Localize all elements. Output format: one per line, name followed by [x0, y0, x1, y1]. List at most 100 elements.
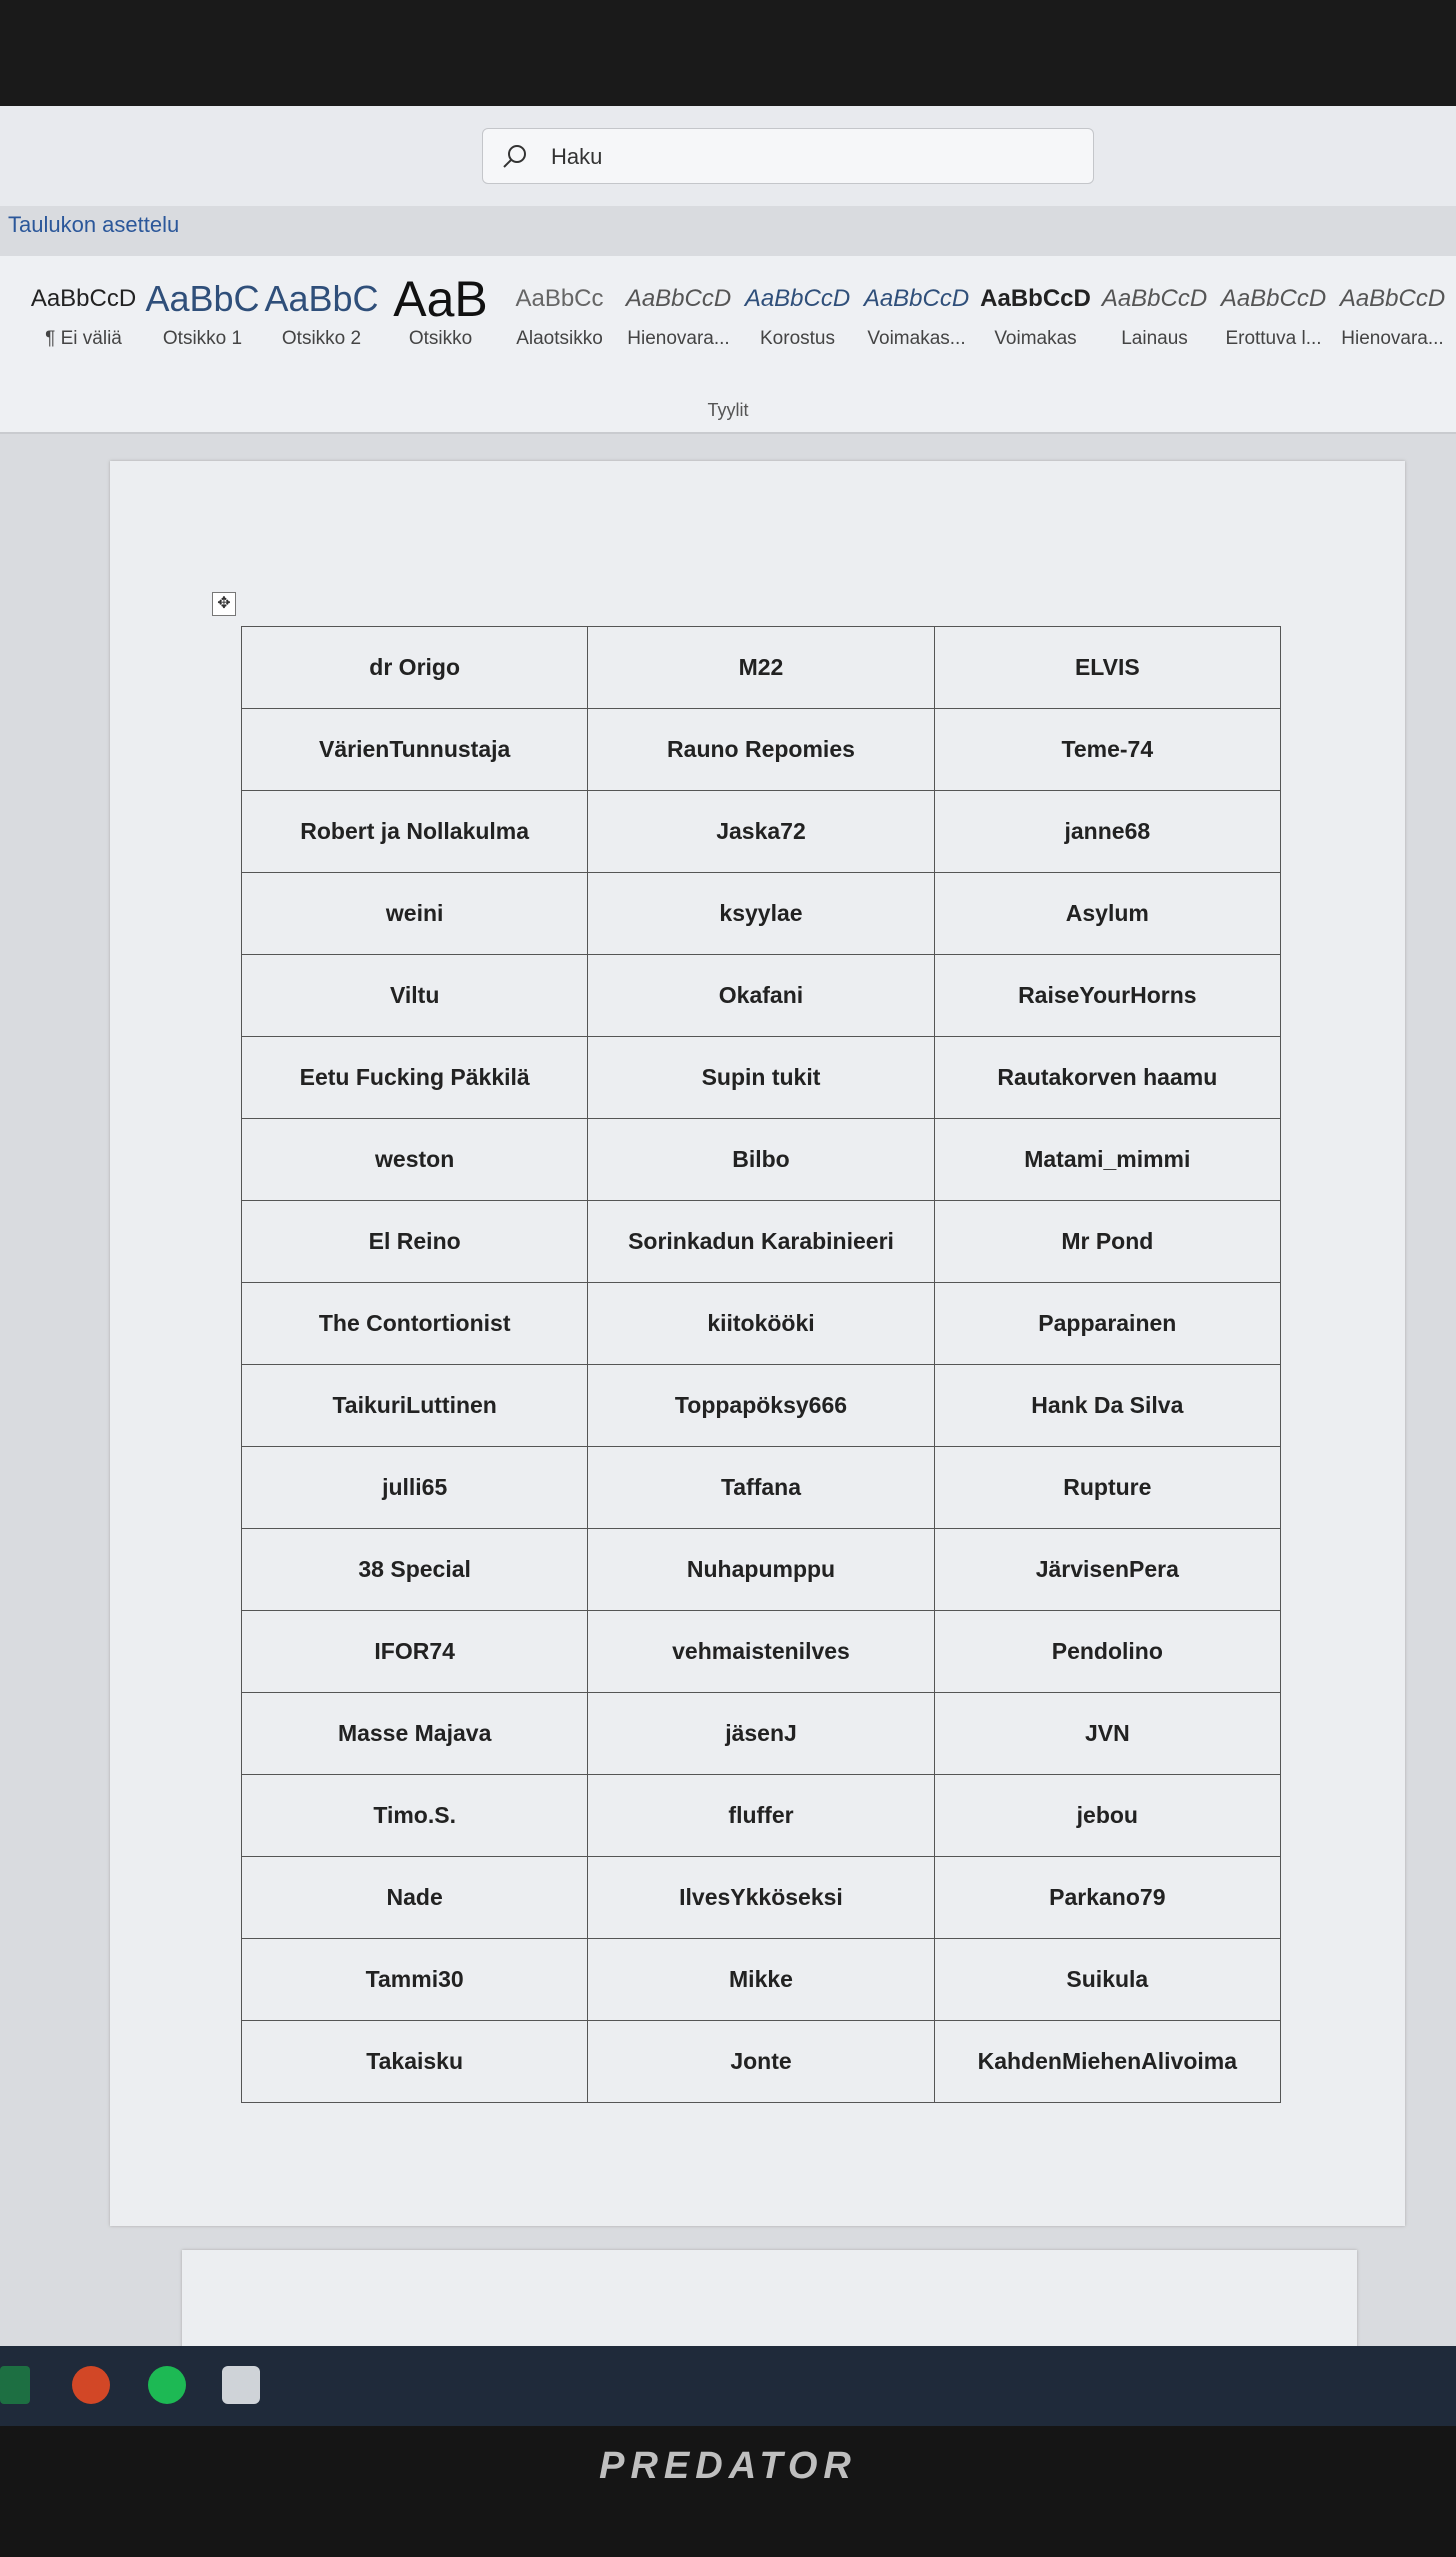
style-item[interactable]: AaBbCcD Voimakas: [976, 270, 1095, 380]
table-cell[interactable]: Rautakorven haamu: [933, 1036, 1282, 1119]
style-item[interactable]: AaBbC Otsikko 1: [143, 270, 262, 380]
style-item[interactable]: AaBbCcD Korostus: [738, 270, 857, 380]
style-item[interactable]: AaBbC Otsikko 2: [262, 270, 381, 380]
table-cell[interactable]: 38 Special: [240, 1528, 589, 1611]
table-cell[interactable]: janne68: [933, 790, 1282, 873]
table-cell[interactable]: RaiseYourHorns: [933, 954, 1282, 1037]
table-cell[interactable]: JVN: [933, 1692, 1282, 1775]
spotify-icon[interactable]: [148, 2366, 186, 2404]
table-cell[interactable]: Asylum: [933, 872, 1282, 955]
table-cell[interactable]: Mikke: [587, 1938, 935, 2021]
table-row: Takaisku Jonte KahdenMiehenAlivoima: [240, 2020, 1282, 2103]
table-cell[interactable]: JärvisenPera: [933, 1528, 1282, 1611]
table-cell[interactable]: ELVIS: [933, 626, 1282, 709]
table-cell[interactable]: ksyylae: [587, 872, 935, 955]
style-name: Lainaus: [1121, 328, 1188, 349]
table-cell[interactable]: Pendolino: [933, 1610, 1282, 1693]
style-preview: AaBbC: [264, 278, 379, 319]
table-cell[interactable]: Mr Pond: [933, 1200, 1282, 1283]
table-row: julli65 Taffana Rupture: [240, 1446, 1282, 1529]
search-icon: [503, 145, 526, 168]
table-cell[interactable]: Rupture: [933, 1446, 1282, 1529]
table-row: VärienTunnustaja Rauno Repomies Teme-74: [240, 708, 1282, 791]
table-cell[interactable]: weston: [240, 1118, 589, 1201]
table-cell[interactable]: M22: [587, 626, 935, 709]
table-cell[interactable]: Jonte: [587, 2020, 935, 2103]
table-cell[interactable]: Masse Majava: [240, 1692, 589, 1775]
table-cell[interactable]: Supin tukit: [587, 1036, 935, 1119]
table-cell[interactable]: jäsenJ: [587, 1692, 935, 1775]
table-cell[interactable]: weini: [240, 872, 589, 955]
style-item[interactable]: AaB Otsikko: [381, 270, 500, 380]
style-item[interactable]: AaBbCcD Hienovara...: [1333, 270, 1452, 380]
table-cell[interactable]: Teme-74: [933, 708, 1282, 791]
style-preview: AaBbCcD: [1101, 285, 1208, 312]
table-cell[interactable]: julli65: [240, 1446, 589, 1529]
table-cell[interactable]: Papparainen: [933, 1282, 1282, 1365]
style-name: Otsikko 2: [281, 328, 362, 349]
excel-icon[interactable]: [0, 2366, 30, 2404]
style-item[interactable]: AaBbCcD ¶ Ei väliä: [24, 270, 143, 380]
table-cell[interactable]: KahdenMiehenAlivoima: [933, 2020, 1282, 2103]
table-cell[interactable]: Taffana: [587, 1446, 935, 1529]
table-cell[interactable]: dr Origo: [240, 626, 589, 709]
powerpoint-icon[interactable]: [72, 2366, 110, 2404]
table-cell[interactable]: IFOR74: [240, 1610, 589, 1693]
style-name: ¶ Ei väliä: [45, 328, 122, 349]
table-cell[interactable]: Nade: [240, 1856, 589, 1939]
table: dr Origo M22 ELVIS VärienTunnustaja Rauno Re…: [240, 626, 1282, 2103]
table-cell[interactable]: Jaska72: [587, 790, 935, 873]
table-cell[interactable]: Parkano79: [933, 1856, 1282, 1939]
table-row: Eetu Fucking Päkkilä Supin tukit Rautakorv…: [240, 1036, 1282, 1119]
table-cell[interactable]: Bilbo: [587, 1118, 935, 1201]
style-preview: AaBbCcD: [1220, 285, 1327, 312]
app-icon[interactable]: [222, 2366, 260, 2404]
table-cell[interactable]: vehmaistenilves: [587, 1610, 935, 1693]
search-box[interactable]: Haku: [482, 128, 1094, 184]
table-cell[interactable]: fluffer: [587, 1774, 935, 1857]
table-cell[interactable]: Timo.S.: [240, 1774, 589, 1857]
table-cell[interactable]: Sorinkadun Karabinieeri: [587, 1200, 935, 1283]
word-window: Haku Taulukon asettelu AaBbCcD ¶ Ei väliä…: [0, 106, 1456, 2426]
table-row: Nade IlvesYkköseksi Parkano79: [240, 1856, 1282, 1939]
style-item[interactable]: AaBbCcD Lainaus: [1095, 270, 1214, 380]
table-row: weini ksyylae Asylum: [240, 872, 1282, 955]
table-cell[interactable]: TaikuriLuttinen: [240, 1364, 589, 1447]
ribbon-tab[interactable]: Taulukon asettelu: [8, 212, 180, 237]
table-cell[interactable]: IlvesYkköseksi: [587, 1856, 935, 1939]
table-cell[interactable]: Hank Da Silva: [933, 1364, 1282, 1447]
table-cell[interactable]: Takaisku: [240, 2020, 589, 2103]
table-cell[interactable]: Okafani: [587, 954, 935, 1037]
style-name: Hienovara...: [1341, 328, 1444, 349]
style-item[interactable]: AaBbCc Alaotsikko: [500, 270, 619, 380]
style-gallery: AaBbCcD ¶ Ei väliä AaBbC Otsikko 1 AaBbC Otsi…: [24, 270, 1452, 380]
table-cell[interactable]: kiitokööki: [587, 1282, 935, 1365]
table-cell[interactable]: Rauno Repomies: [587, 708, 935, 791]
table-cell[interactable]: jebou: [933, 1774, 1282, 1857]
table-row: Viltu Okafani RaiseYourHorns: [240, 954, 1282, 1037]
table-cell[interactable]: VärienTunnustaja: [240, 708, 589, 791]
style-preview: AaBbCcD: [744, 285, 851, 312]
table-cell[interactable]: El Reino: [240, 1200, 589, 1283]
table-cell[interactable]: Suikula: [933, 1938, 1282, 2021]
ribbon: AaBbCcD ¶ Ei väliä AaBbC Otsikko 1 AaBbC Otsi…: [0, 256, 1456, 434]
style-preview: AaB: [393, 271, 488, 327]
table-cell[interactable]: Eetu Fucking Päkkilä: [240, 1036, 589, 1119]
style-preview: AaBbCcD: [1339, 285, 1446, 312]
style-preview: AaBbCcD: [625, 285, 732, 312]
style-name: Hienovara...: [627, 328, 730, 349]
table-move-handle[interactable]: ✥: [212, 592, 236, 616]
style-item[interactable]: AaBbCcD Voimakas...: [857, 270, 976, 380]
table-cell[interactable]: Matami_mimmi: [933, 1118, 1282, 1201]
table-cell[interactable]: Nuhapumppu: [587, 1528, 935, 1611]
table-cell[interactable]: Tammi30: [240, 1938, 589, 2021]
style-item[interactable]: AaBbCcD Hienovara...: [619, 270, 738, 380]
table-cell[interactable]: Robert ja Nollakulma: [240, 790, 589, 873]
table-cell[interactable]: The Contortionist: [240, 1282, 589, 1365]
style-name: Voimakas: [994, 328, 1077, 349]
brand-logo: PREDATOR: [599, 2445, 857, 2487]
style-preview: AaBbCcD: [980, 285, 1091, 312]
table-cell[interactable]: Toppapöksy666: [587, 1364, 935, 1447]
style-item[interactable]: AaBbCcD Erottuva l...: [1214, 270, 1333, 380]
table-cell[interactable]: Viltu: [240, 954, 589, 1037]
